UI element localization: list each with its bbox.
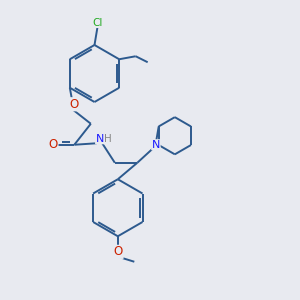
Text: N: N [152, 140, 160, 150]
Text: Cl: Cl [92, 17, 103, 28]
Text: H: H [104, 134, 112, 144]
Text: N: N [96, 134, 104, 144]
Text: O: O [70, 98, 79, 111]
Text: O: O [49, 138, 58, 151]
Text: O: O [114, 245, 123, 258]
